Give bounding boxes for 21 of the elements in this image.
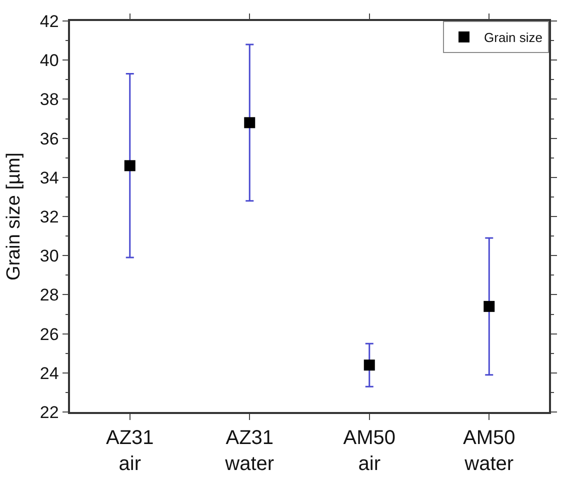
x-tick-label: AZ31 air — [106, 426, 154, 475]
y-tick-label: 28 — [40, 286, 59, 305]
x-tick-label: AZ31 water — [224, 426, 274, 475]
y-tick-label: 24 — [40, 364, 59, 383]
point — [484, 300, 495, 312]
y-tick-label: 34 — [40, 168, 59, 188]
point — [124, 160, 136, 172]
y-tick-label: 36 — [40, 129, 59, 148]
y-tick-label: 32 — [40, 207, 59, 226]
legend-label: Grain size — [484, 30, 543, 46]
y-tick-label: 26 — [40, 324, 59, 344]
y-axis-title: Grain size [µm] — [3, 152, 24, 281]
y-tick-label: 30 — [40, 246, 59, 266]
x-tick-label: AM50 air — [343, 426, 396, 475]
y-tick-label: 38 — [40, 90, 59, 110]
point — [364, 360, 375, 371]
x-tick-label: AM50 water — [463, 426, 516, 475]
point — [244, 117, 256, 128]
y-tick-label: 40 — [40, 51, 59, 70]
y-tick-label: 42 — [40, 12, 59, 31]
y-tick-label: 22 — [40, 402, 59, 422]
